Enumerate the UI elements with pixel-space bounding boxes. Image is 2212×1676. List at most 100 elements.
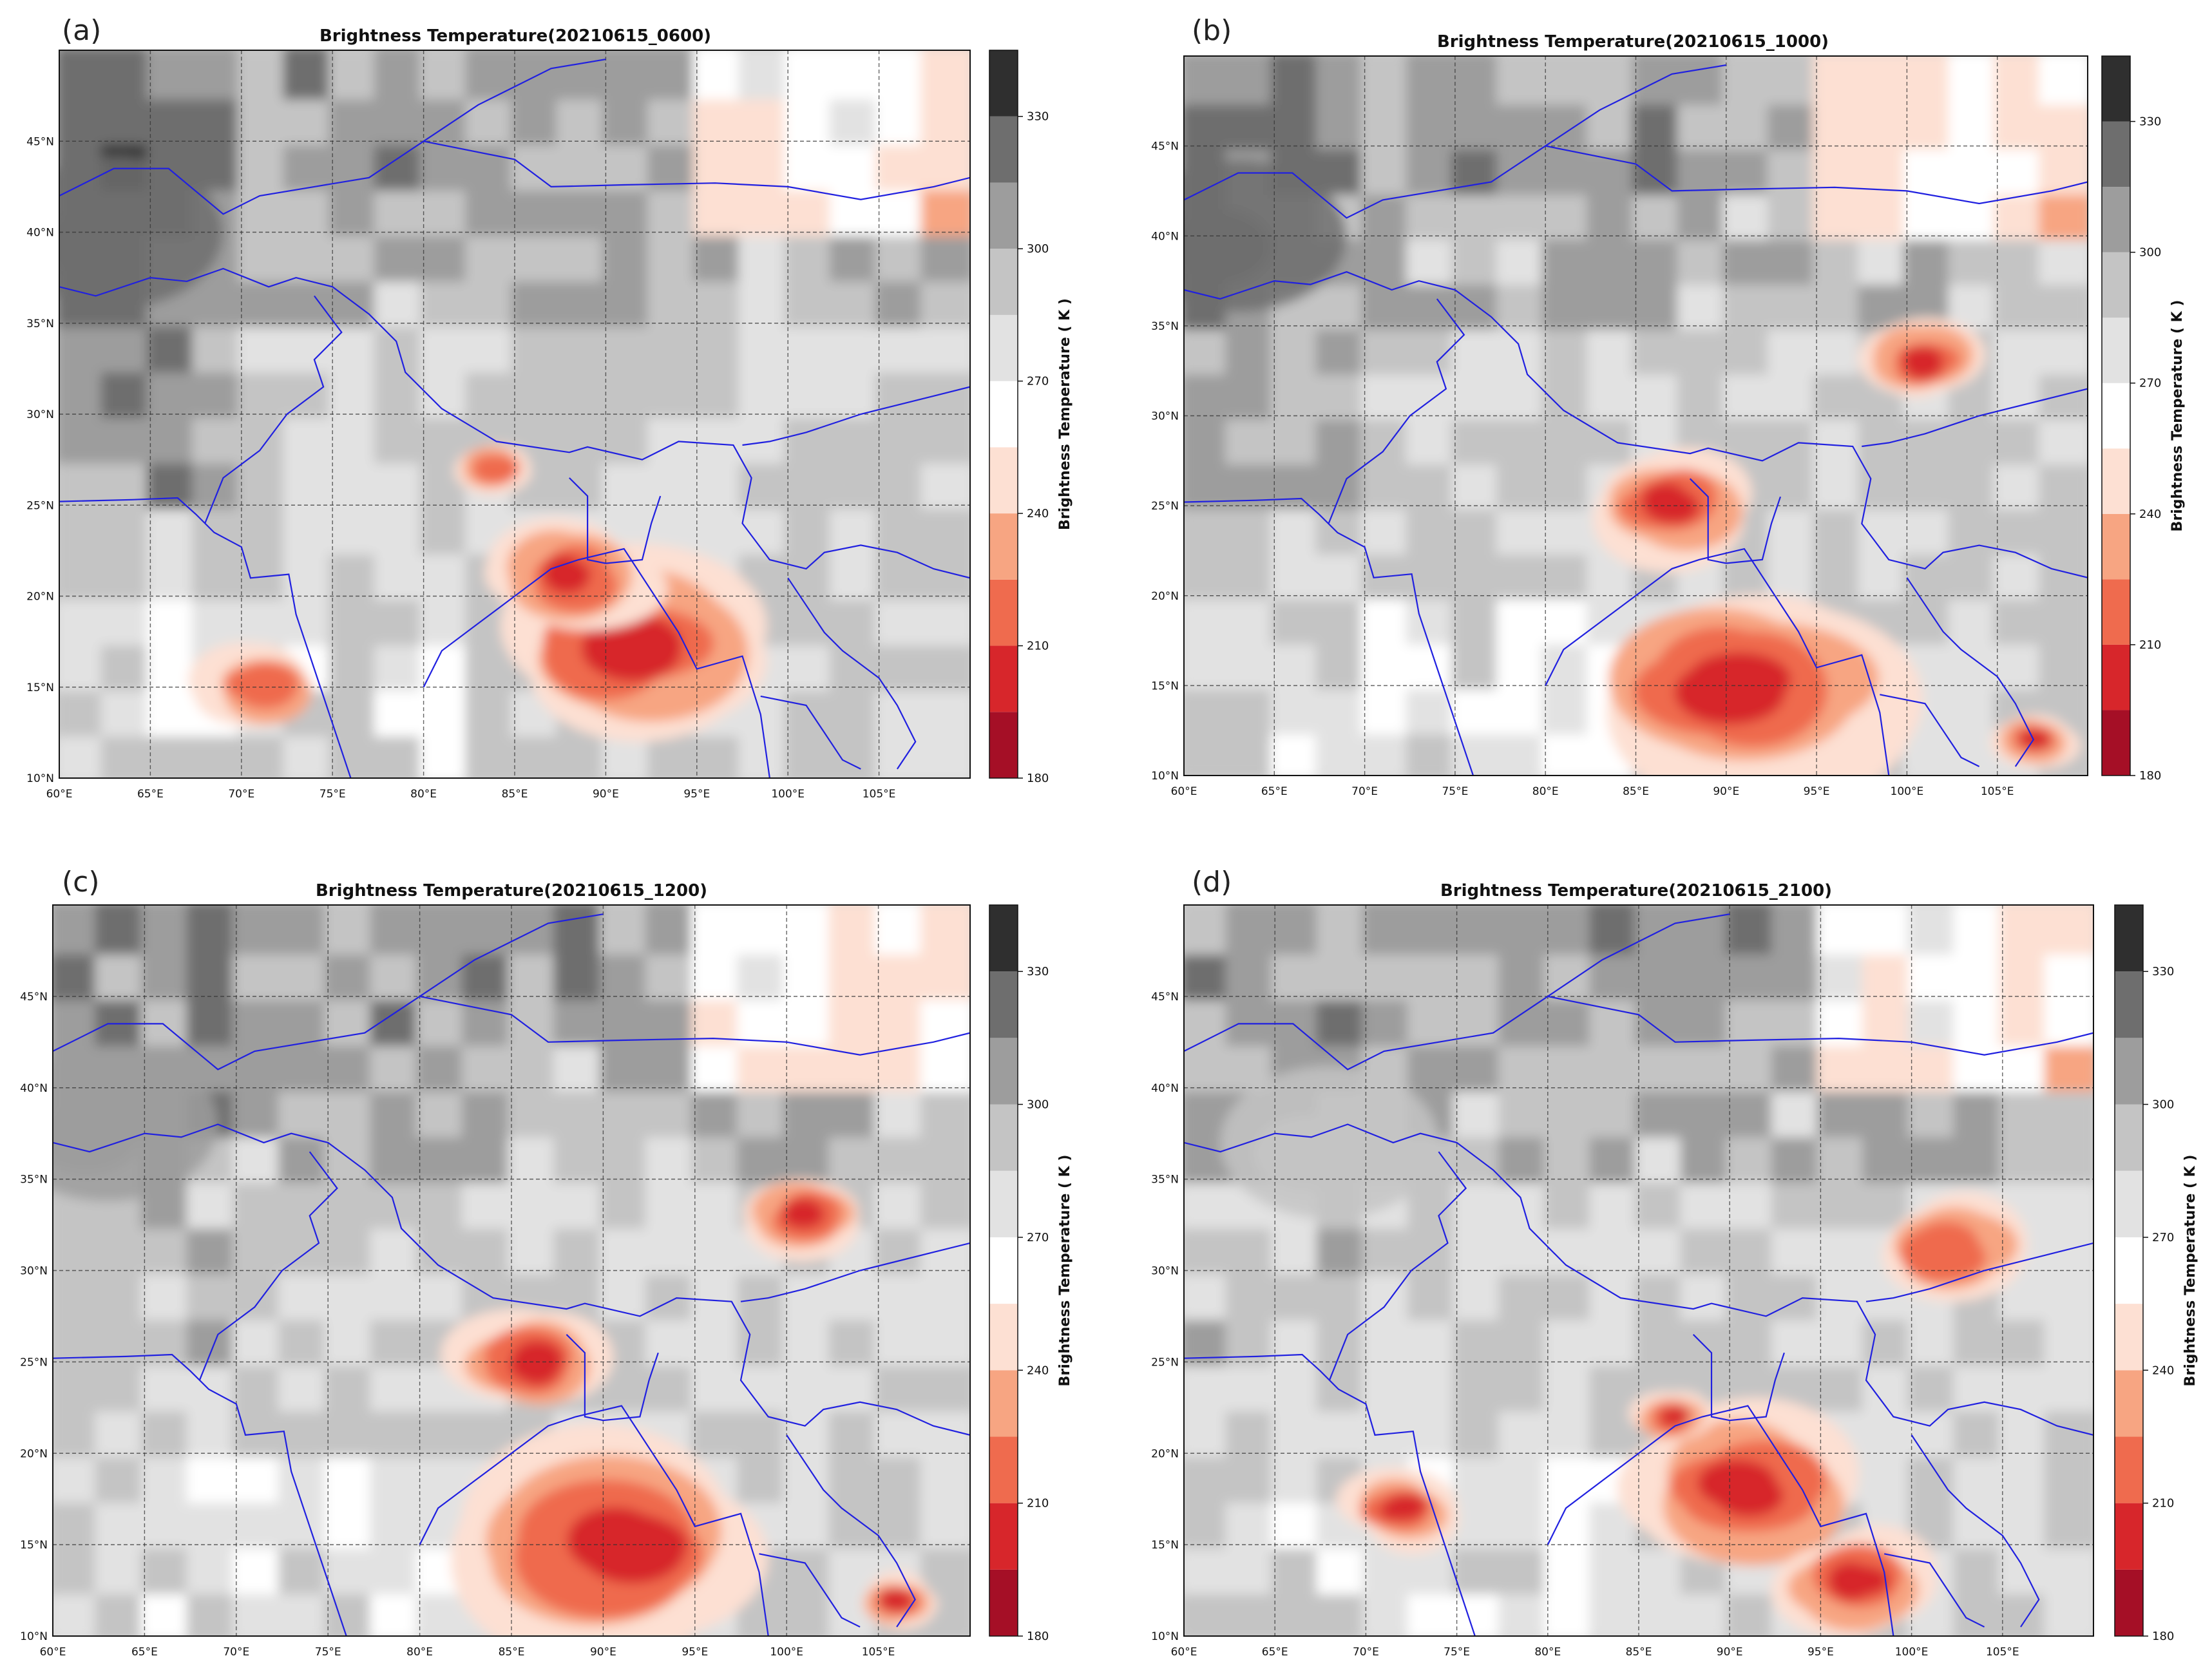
lat-tick-label: 40°N: [26, 227, 54, 240]
field-cell: [692, 501, 747, 555]
colorbar: 180 210 240 270 300 330 Brightness Temperature…: [989, 50, 1073, 785]
field-cell: [874, 946, 928, 1000]
field-cell: [370, 1221, 424, 1275]
field-cell: [1451, 546, 1505, 600]
field-cell: [186, 905, 240, 955]
lat-tick-label: 20°N: [20, 1447, 48, 1460]
field-cell: [920, 1541, 970, 1595]
field-cell: [1680, 1175, 1734, 1229]
field-cell: [1225, 681, 1279, 735]
field-cell: [1862, 1083, 1916, 1138]
field-cell: [140, 1358, 195, 1412]
field-cell: [59, 728, 109, 778]
country-border: [53, 1353, 347, 1636]
field-cell: [1451, 681, 1505, 735]
field-cell: [1498, 1404, 1552, 1458]
field-cell: [1496, 457, 1550, 510]
field-cell: [1315, 142, 1369, 195]
colorbar-tick-label: 300: [2152, 1098, 2174, 1112]
field-cell: [553, 1129, 607, 1183]
lat-tick-label: 30°N: [1151, 1265, 1179, 1278]
field-cell: [553, 1175, 607, 1229]
field-cell: [1587, 321, 1640, 375]
country-border: [1184, 913, 1730, 1071]
field-cell: [511, 91, 564, 146]
field-cell: [1453, 1083, 1507, 1138]
field-cell: [465, 319, 519, 373]
field-cell: [186, 1541, 240, 1595]
colorbar-tick-label: 270: [2152, 1231, 2174, 1244]
field-cell: [1953, 1129, 2007, 1183]
field-cell: [1315, 636, 1369, 690]
field-cell: [1453, 1495, 1507, 1549]
field-cell: [1270, 457, 1324, 510]
field-cell: [1541, 546, 1595, 600]
field-cell: [1858, 142, 1911, 195]
colorbar-bin: [989, 1170, 1018, 1237]
field-cell: [2038, 321, 2088, 375]
field-cell: [1862, 1404, 1916, 1458]
field-cell: [508, 905, 562, 955]
field-cell: [278, 1266, 332, 1320]
field-cell: [783, 992, 837, 1046]
field-cell: [1451, 367, 1505, 420]
field-cell: [1993, 232, 2046, 285]
country-border: [53, 913, 604, 1071]
field-cell: [1948, 97, 2001, 150]
field-cell: [828, 1266, 882, 1320]
field-cell: [2038, 232, 2088, 285]
field-cell: [1903, 187, 1956, 240]
field-cell: [692, 182, 747, 236]
field-cell: [1722, 97, 1775, 150]
field-cell: [828, 1312, 882, 1366]
colorbar-bin: [989, 447, 1018, 514]
field-cell: [1498, 1312, 1552, 1366]
field-cell: [875, 182, 929, 236]
field-cell: [140, 905, 195, 955]
field-cell: [1587, 142, 1640, 195]
field-cell: [738, 365, 792, 418]
field-cell: [146, 410, 200, 464]
colorbar-tick-label: 270: [2139, 377, 2161, 390]
field-cell: [329, 50, 382, 100]
field-cell: [556, 182, 610, 236]
field-cell: [1360, 636, 1414, 690]
field-cell: [1453, 905, 1507, 955]
colorbar-bin: [989, 116, 1018, 183]
field-cell: [738, 50, 792, 100]
colorbar-tick-label: 180: [1027, 772, 1049, 785]
field-cell: [1315, 681, 1369, 735]
field-cell: [278, 1129, 332, 1183]
field-cell: [1496, 412, 1550, 465]
field-cell: [511, 319, 564, 373]
field-cell: [1948, 232, 2001, 285]
colorbar-bin: [2115, 1370, 2143, 1437]
field-cell: [1360, 681, 1414, 735]
field-cell: [1225, 321, 1279, 375]
field-cell: [465, 728, 519, 778]
field-cell: [461, 1404, 515, 1458]
field-contours: [1184, 56, 2088, 776]
field-cell: [1315, 367, 1369, 420]
field-cell: [1360, 727, 1414, 776]
field-cell: [1767, 367, 1821, 420]
field-cell: [920, 274, 970, 327]
field-cell: [920, 319, 970, 373]
field-cell: [1316, 1221, 1370, 1275]
field-cell: [1589, 946, 1643, 1000]
field-cell: [1771, 1038, 1825, 1092]
field-cell: [1680, 1129, 1734, 1183]
field-cell: [324, 946, 378, 1000]
field-cell: [1632, 367, 1685, 420]
lat-tick-label: 30°N: [26, 408, 54, 421]
lat-tick-label: 15°N: [1151, 680, 1179, 692]
colorbar-bin: [989, 1304, 1018, 1371]
lon-tick-label: 60°E: [1171, 785, 1197, 798]
field-cell: [1726, 1083, 1779, 1138]
field-cell: [737, 1038, 791, 1092]
field-cell: [1496, 727, 1550, 776]
colorbar-bin: [2115, 1104, 2143, 1171]
lat-tick-label: 25°N: [1151, 500, 1179, 513]
field-cell: [1907, 1404, 1961, 1458]
field-cell: [1722, 367, 1775, 420]
